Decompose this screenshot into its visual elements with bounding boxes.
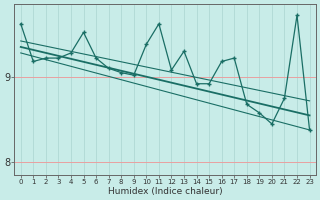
X-axis label: Humidex (Indice chaleur): Humidex (Indice chaleur) — [108, 187, 222, 196]
